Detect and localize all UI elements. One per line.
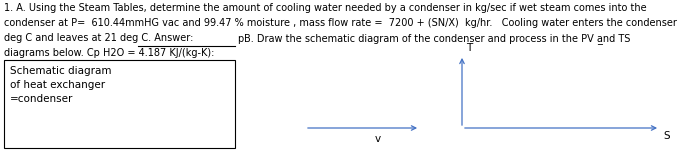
Text: diagrams below. Cp H2O = 4.187 KJ/(kg-K):: diagrams below. Cp H2O = 4.187 KJ/(kg-K)… bbox=[4, 48, 215, 58]
Text: T: T bbox=[466, 43, 473, 53]
Text: p: p bbox=[237, 34, 243, 44]
Bar bbox=[4, 60, 235, 148]
Text: 1. A. Using the Steam Tables, determine the amount of cooling water needed by a : 1. A. Using the Steam Tables, determine … bbox=[4, 3, 646, 13]
Text: Schematic diagram: Schematic diagram bbox=[10, 66, 111, 76]
Text: =condenser: =condenser bbox=[10, 94, 73, 104]
Text: v: v bbox=[374, 134, 380, 144]
Text: deg C and leaves at 21 deg C. Answer:: deg C and leaves at 21 deg C. Answer: bbox=[4, 33, 194, 43]
Text: condenser at P=  610.44mmHG vac and 99.47 % moisture , mass flow rate =  7200 + : condenser at P= 610.44mmHG vac and 99.47… bbox=[4, 18, 679, 28]
Text: B. Draw the schematic diagram of the condenser and process in the PV a̲nd TS: B. Draw the schematic diagram of the con… bbox=[244, 33, 630, 44]
Text: of heat exchanger: of heat exchanger bbox=[10, 80, 105, 90]
Text: S: S bbox=[663, 131, 669, 141]
